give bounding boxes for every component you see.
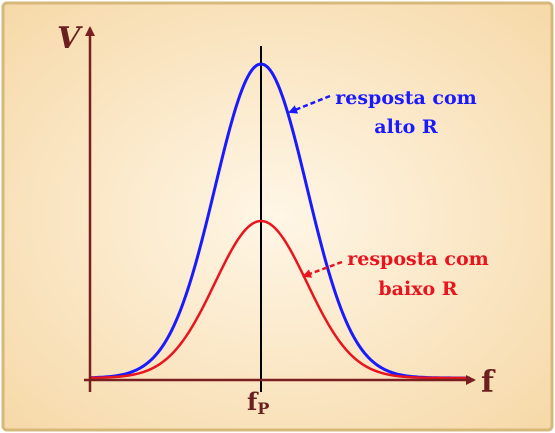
curve-low-r (89, 219, 470, 380)
low-r-label-line1: resposta com (347, 248, 489, 270)
low-r-label-line2: baixo R (378, 278, 457, 300)
peak-label-main: f (247, 387, 259, 416)
y-axis-label: V (57, 21, 83, 56)
high-r-pointer-arrow (288, 94, 331, 114)
peak-label-sub: P (257, 399, 269, 418)
x-axis-label: f (481, 365, 496, 400)
low-r-pointer-arrow (302, 260, 343, 278)
high-r-label-line1: resposta com (335, 87, 477, 109)
high-r-label-line2: alto R (374, 116, 438, 138)
peak-frequency-label: fP (247, 387, 269, 418)
